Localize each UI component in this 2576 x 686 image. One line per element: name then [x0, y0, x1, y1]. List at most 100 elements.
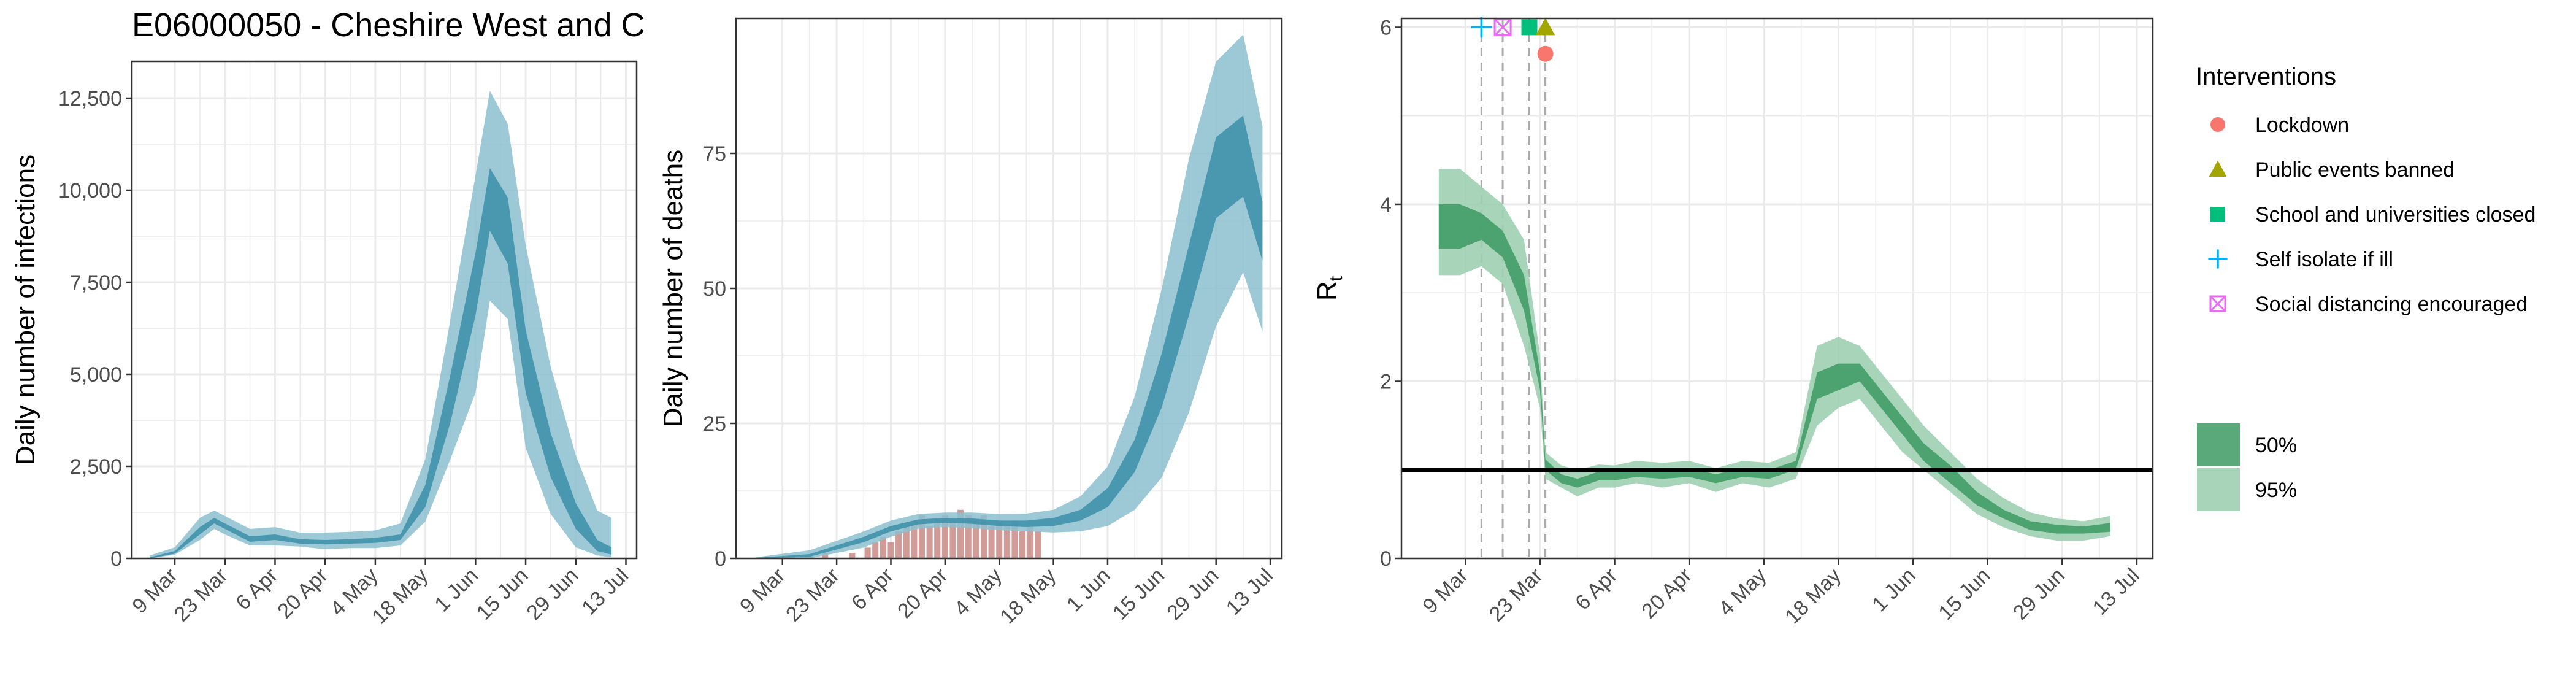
x-tick-label: 13 Jul [2088, 564, 2144, 620]
legend-item-label: Social distancing encouraged [2255, 293, 2528, 316]
y-tick-label: 10,000 [58, 179, 122, 202]
panel-rt: 0 2 4 6 9 Mar 23 Mar 6 Apr 20 Apr 4 May 18 May 1 J… [1312, 16, 2154, 629]
x-tick-label: 18 May [996, 564, 1061, 629]
death-bar [973, 520, 979, 558]
y-tick-label: 2,500 [70, 455, 122, 479]
y-tick-label: 12,500 [58, 87, 122, 110]
triangle-icon [2209, 160, 2227, 177]
death-bar [926, 526, 933, 558]
death-bar [1027, 526, 1033, 558]
death-bar [849, 553, 856, 558]
death-bar [1019, 531, 1026, 558]
square-icon [2210, 207, 2225, 222]
x-tick-label: 4 May [1714, 564, 1771, 620]
y-axis-label: Daily number of infections [10, 155, 40, 465]
death-bar [887, 542, 894, 558]
x-tick-label: 18 May [1781, 564, 1846, 629]
boxed-x-icon-line2 [1494, 18, 1512, 36]
y-axis-label: Daily number of deaths [658, 150, 688, 427]
y-tick-label: 25 [703, 412, 726, 436]
death-bar [880, 536, 886, 558]
x-tick-label: 18 May [368, 564, 433, 629]
y-tick-label: 6 [1380, 16, 1392, 39]
plus-icon [1471, 17, 1492, 38]
x-tick-label: 15 Jun [1934, 564, 1995, 625]
band-95 [755, 34, 1263, 558]
death-bar [949, 520, 956, 558]
x-tick-label: 13 Jul [577, 564, 633, 620]
x-tick-label: 6 Apr [847, 564, 898, 615]
x-tick-label: 1 Jun [1868, 564, 1920, 617]
band-50 [755, 115, 1263, 558]
death-bar [1035, 531, 1041, 558]
y-tick-label: 7,500 [70, 271, 122, 295]
x-tick-label: 23 Mar [170, 564, 232, 626]
boxed-x-icon [1493, 18, 1512, 36]
plus-icon [2208, 249, 2228, 269]
x-tick-label: 23 Mar [1485, 564, 1547, 626]
y-tick-label: 0 [1380, 547, 1392, 571]
x-tick-label: 1 Jun [1062, 564, 1115, 617]
legend: Interventions Lockdown Public events banne… [2196, 63, 2536, 511]
boxed-x-icon-line2 [2209, 295, 2226, 312]
death-bar [988, 526, 995, 558]
x-tick-label: 13 Jul [1222, 564, 1278, 620]
death-bar [864, 547, 871, 558]
legend-band-swatch [2197, 468, 2240, 511]
x-tick-label: 6 Apr [1571, 564, 1622, 615]
y-tick-label: 0 [110, 547, 122, 571]
legend-item-label: Self isolate if ill [2255, 248, 2393, 271]
legend-item-label: School and universities closed [2255, 203, 2536, 226]
y-axis-label-subscript: t [1326, 276, 1346, 281]
y-axis-label-main: R [1312, 281, 1342, 301]
death-bar [996, 520, 1003, 558]
boxed-x-icon-box [2209, 295, 2226, 312]
y-axis-label: Rt [1312, 276, 1346, 301]
y-tick-label: 4 [1380, 193, 1392, 217]
x-tick-label: 15 Jun [472, 564, 533, 625]
legend-band-label: 50% [2255, 434, 2297, 457]
band-95 [1438, 169, 2110, 541]
boxed-x-icon [2209, 295, 2226, 312]
death-bar [1011, 520, 1018, 558]
x-tick-label: 20 Apr [1637, 564, 1696, 623]
death-bar [903, 526, 910, 558]
y-tick-label: 2 [1380, 370, 1392, 393]
legend-item-label: Lockdown [2255, 114, 2349, 137]
x-tick-label: 23 Mar [781, 564, 844, 626]
legend-item-label: Public events banned [2255, 158, 2455, 182]
y-tick-label: 0 [715, 547, 726, 571]
x-tick-label: 29 Jun [2009, 564, 2069, 625]
death-bar [965, 515, 972, 558]
figure-title: E06000050 - Cheshire West and C [132, 7, 645, 44]
death-bar [822, 553, 829, 558]
death-bar [918, 515, 926, 558]
death-bar [911, 520, 918, 558]
panel-border [131, 60, 638, 560]
death-bar [957, 509, 964, 558]
death-bar [941, 515, 948, 558]
x-tick-label: 29 Jun [522, 564, 583, 625]
y-tick-label: 5,000 [70, 363, 122, 387]
square-icon [1521, 19, 1538, 36]
y-tick-label: 75 [703, 142, 726, 166]
x-tick-label: 15 Jun [1108, 564, 1169, 625]
death-bar [895, 531, 902, 558]
death-bar [1003, 526, 1010, 558]
circle-icon [1537, 45, 1554, 62]
legend-band-label: 95% [2255, 479, 2297, 502]
legend-band-swatch [2197, 423, 2240, 466]
triangle-icon [1535, 17, 1555, 36]
legend-title: Interventions [2196, 63, 2336, 90]
death-bar [934, 520, 941, 558]
boxed-x-icon-box [1493, 18, 1512, 36]
circle-icon [2210, 117, 2225, 132]
panel-border [1400, 17, 2154, 560]
y-tick-label: 50 [703, 277, 726, 301]
x-tick-label: 29 Jun [1162, 564, 1223, 625]
x-tick-label: 20 Apr [273, 564, 332, 623]
